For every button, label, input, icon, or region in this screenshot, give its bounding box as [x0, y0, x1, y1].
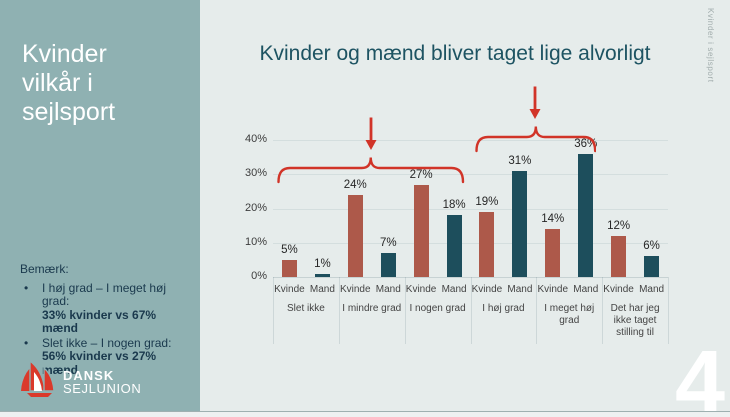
bar-value-label: 24% [343, 178, 367, 191]
gridline [273, 140, 668, 142]
bar-mand [578, 153, 594, 277]
category-separator [273, 277, 274, 344]
series-label: Mand [375, 284, 401, 295]
dansk-sejlunion-logo: DANSK SEJLUNION [18, 358, 141, 405]
sails-icon [18, 358, 58, 405]
bar-value-label: 7% [379, 237, 397, 250]
notes-block: Bemærk: • I høj grad – I meget høj grad:… [20, 262, 192, 378]
bar-mand [644, 256, 660, 277]
slide-title: Kvinder og mænd bliver taget lige alvorl… [259, 42, 651, 65]
y-axis-tick-label: 40% [244, 133, 267, 146]
bar-value-label: 27% [409, 168, 433, 181]
series-label: Mand [639, 284, 665, 295]
sidebar-title-line: sejlsport [22, 98, 116, 126]
category-label: I høj grad [482, 303, 525, 314]
series-label: Mand [441, 284, 467, 295]
category-label: I nogen grad [409, 303, 466, 314]
gridline [273, 208, 668, 210]
category-separator [404, 277, 406, 344]
series-label: Kvinde [471, 284, 503, 295]
logo-text-dansk: DANSK [63, 367, 115, 383]
y-axis-tick-label: 20% [244, 201, 267, 214]
note-item: • I høj grad – I meget høj grad: 33% kvi… [20, 280, 192, 336]
category-separator [602, 277, 604, 344]
series-label: Mand [573, 284, 599, 295]
bar-value-label: 19% [475, 196, 499, 209]
series-label: Mand [309, 284, 335, 295]
series-label: Kvinde [537, 284, 569, 295]
y-axis-tick-label: 10% [244, 235, 267, 248]
bar-kvinde [479, 212, 495, 277]
category-label: Det har jeg ikke taget stilling til [610, 303, 660, 338]
bar-value-label: 18% [442, 199, 466, 212]
bar-value-label: 14% [541, 213, 565, 226]
y-axis-tick-label: 30% [244, 167, 267, 180]
bar-kvinde [611, 235, 627, 277]
bar-mand [380, 253, 396, 277]
series-label: Kvinde [339, 284, 371, 295]
brace-annotation [474, 125, 597, 155]
logo-text-sejlunion: SEJLUNION [63, 380, 142, 396]
note-label: I høj grad – I meget høj grad: [42, 280, 167, 308]
bar-kvinde [281, 259, 297, 277]
vertical-side-text: Kvinder i sejlsport [706, 8, 715, 83]
bar-mand [446, 215, 462, 277]
bullet-icon: • [24, 335, 29, 350]
logo-text: DANSK SEJLUNION [63, 369, 141, 395]
category-separator [536, 277, 538, 344]
category-separator [668, 277, 669, 344]
note-stat: 33% kvinder vs 67% mænd [42, 307, 157, 335]
bar-mand [314, 273, 330, 277]
category-label: Slet ikke [287, 303, 325, 314]
brace-annotation [277, 156, 465, 186]
page-number: 4 [674, 332, 725, 417]
sidebar: Kvinder vilkår i sejlsport Bemærk: • I h… [0, 0, 200, 411]
note-text: I høj grad – I meget høj grad: 33% kvind… [42, 280, 192, 336]
note-label: Slet ikke – I nogen grad: [42, 335, 172, 350]
bar-value-label: 6% [643, 240, 660, 253]
bar-value-label: 5% [281, 243, 298, 256]
bar-value-label: 31% [508, 154, 532, 167]
y-axis-tick-label: 0% [251, 270, 267, 282]
series-label: Kvinde [603, 284, 634, 295]
slide-bottom-edge [0, 411, 730, 417]
category-label: I mindre grad [342, 303, 402, 314]
gridline [273, 174, 668, 176]
gridline [273, 277, 668, 278]
notes-heading: Bemærk: [20, 262, 69, 276]
down-arrow-icon [364, 116, 378, 152]
series-label: Mand [507, 284, 533, 295]
note-item: • Slet ikke – I nogen grad: 56% kvinder … [20, 335, 192, 378]
bar-kvinde [545, 229, 561, 277]
note-text: Slet ikke – I nogen grad: 56% kvinder vs… [42, 335, 192, 378]
category-label: I meget høj grad [544, 303, 595, 326]
category-separator [470, 277, 472, 344]
gridline [273, 242, 668, 244]
down-arrow-icon [528, 85, 542, 121]
bar-value-label: 12% [607, 219, 631, 232]
bar-kvinde [347, 194, 363, 277]
sidebar-title-line: vilkår i [22, 69, 93, 97]
series-label: Kvinde [274, 284, 305, 295]
sidebar-title: Kvinder vilkår i sejlsport [22, 40, 172, 127]
bar-mand [512, 170, 528, 277]
bar-value-label: 1% [314, 257, 331, 270]
series-label: Kvinde [405, 284, 437, 295]
sidebar-title-line: Kvinder [22, 40, 107, 68]
bullet-icon: • [24, 280, 29, 295]
note-stat: 56% kvinder vs 27% mænd [42, 349, 157, 377]
category-separator [338, 277, 340, 344]
bar-kvinde [413, 184, 429, 277]
